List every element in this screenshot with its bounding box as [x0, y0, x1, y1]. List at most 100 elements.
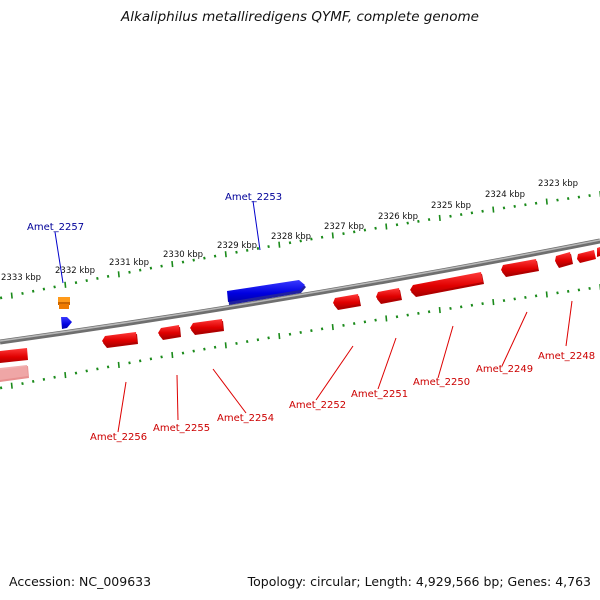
- major-tick: [438, 214, 441, 221]
- gene-label-amet-2257[interactable]: Amet_2257: [27, 222, 84, 233]
- minor-tick: [363, 320, 367, 324]
- major-tick: [117, 271, 120, 278]
- minor-tick: [502, 206, 506, 210]
- minor-tick: [245, 248, 249, 252]
- gene-label-amet-2253[interactable]: Amet_2253: [225, 192, 282, 203]
- minor-tick: [0, 386, 3, 390]
- major-tick: [224, 342, 227, 349]
- minor-tick: [534, 201, 538, 205]
- minor-tick: [149, 357, 153, 361]
- genome-summary-text: Topology: circular; Length: 4,929,566 bp…: [247, 574, 591, 589]
- scale-label: 2327 kbp: [324, 222, 364, 232]
- gene-label-amet-2255[interactable]: Amet_2255: [153, 423, 210, 434]
- gene-small-right-1[interactable]: [577, 250, 596, 263]
- gene-amet-2255[interactable]: [158, 325, 181, 340]
- gene-amet-2248[interactable]: [555, 252, 573, 268]
- minor-tick: [106, 274, 110, 278]
- reverse-label-lines: [117, 300, 573, 433]
- minor-tick: [395, 315, 399, 319]
- major-tick: [492, 206, 495, 213]
- scale-label: 2324 kbp: [485, 190, 525, 200]
- minor-tick: [138, 268, 142, 272]
- minor-tick: [213, 254, 217, 258]
- minor-tick: [74, 281, 78, 285]
- minor-tick: [524, 295, 527, 299]
- major-tick: [224, 251, 227, 258]
- minor-tick: [481, 209, 484, 213]
- gene-amet-2253[interactable]: [227, 280, 306, 305]
- major-tick: [492, 299, 495, 306]
- gene-label-amet-2250[interactable]: Amet_2250: [413, 377, 470, 388]
- minor-tick: [513, 297, 516, 301]
- minor-tick: [566, 197, 570, 201]
- minor-tick: [577, 288, 581, 292]
- gene-small-right-2[interactable]: [597, 247, 600, 257]
- minor-tick: [213, 345, 217, 349]
- scale-label: 2330 kbp: [163, 250, 203, 260]
- scale-label: 2325 kbp: [431, 201, 471, 211]
- minor-tick: [31, 379, 35, 383]
- minor-tick: [128, 361, 131, 365]
- minor-tick: [406, 221, 409, 225]
- minor-tick: [192, 349, 195, 353]
- minor-tick: [106, 365, 110, 369]
- major-tick: [278, 333, 281, 340]
- minor-tick: [149, 266, 153, 270]
- gene-amet-2250[interactable]: [410, 272, 484, 297]
- scale-label: 2329 kbp: [217, 241, 257, 251]
- minor-tick: [181, 351, 185, 355]
- major-tick: [64, 281, 67, 288]
- inner-tick-ring: [0, 284, 600, 390]
- gene-label-amet-2248[interactable]: Amet_2248: [538, 351, 595, 362]
- outer-tick-ring: [0, 191, 600, 300]
- minor-tick: [42, 287, 46, 291]
- minor-tick: [352, 230, 356, 234]
- gene-amet-2249[interactable]: [501, 259, 539, 277]
- scale-label: 2326 kbp: [378, 212, 418, 222]
- genome-backbone: [0, 238, 600, 345]
- minor-tick: [310, 237, 313, 241]
- minor-tick: [342, 323, 345, 327]
- minor-tick: [181, 260, 185, 264]
- minor-tick: [566, 289, 570, 293]
- minor-tick: [427, 310, 431, 314]
- minor-tick: [502, 299, 506, 303]
- minor-tick: [203, 347, 206, 351]
- gene-label-amet-2251[interactable]: Amet_2251: [351, 389, 408, 400]
- gene-amet-2257[interactable]: [61, 317, 72, 329]
- major-tick: [171, 351, 174, 359]
- scale-label: 2332 kbp: [55, 266, 95, 276]
- major-tick: [278, 241, 281, 248]
- gene-left-edge[interactable]: [0, 348, 28, 363]
- major-tick: [171, 261, 174, 268]
- scale-label: 2333 kbp: [1, 273, 41, 283]
- minor-tick: [320, 235, 324, 239]
- gene-label-amet-2256[interactable]: Amet_2256: [90, 432, 147, 443]
- minor-tick: [470, 211, 474, 215]
- gene-amet-2251[interactable]: [376, 288, 402, 304]
- minor-tick: [288, 241, 292, 245]
- gene-amet-2254[interactable]: [190, 319, 224, 335]
- minor-tick: [256, 246, 260, 250]
- gene-amet-2256[interactable]: [102, 332, 138, 348]
- gene-label-amet-2249[interactable]: Amet_2249: [476, 364, 533, 375]
- rna-gene-marker[interactable]: [58, 297, 70, 309]
- minor-tick: [534, 294, 538, 298]
- minor-tick: [85, 369, 88, 373]
- major-tick: [545, 198, 548, 205]
- major-tick: [10, 292, 13, 299]
- gene-label-amet-2254[interactable]: Amet_2254: [217, 413, 274, 424]
- gene-label-amet-2252[interactable]: Amet_2252: [289, 400, 346, 411]
- major-tick: [10, 382, 13, 389]
- gene-amet-2252[interactable]: [333, 294, 361, 310]
- minor-tick: [352, 322, 356, 326]
- minor-tick: [299, 239, 302, 243]
- minor-tick: [374, 226, 377, 230]
- minor-tick: [235, 250, 238, 254]
- minor-tick: [160, 355, 163, 359]
- major-tick: [117, 361, 120, 368]
- minor-tick: [0, 296, 3, 300]
- scale-label: 2328 kbp: [271, 232, 311, 242]
- forward-label-lines: [54, 200, 261, 284]
- gene-left-edge-faded[interactable]: [0, 365, 29, 382]
